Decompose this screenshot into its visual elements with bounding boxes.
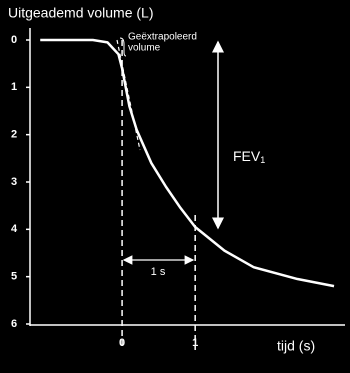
chart-title: Uitgeademd volume (L) [8, 5, 154, 21]
bracket [119, 37, 127, 57]
fev-text: FEV [233, 148, 261, 164]
y-tick-label: 0 [11, 34, 17, 46]
y-tick-label: 2 [11, 129, 17, 141]
annotation: Geëxtrapoleerd [128, 32, 197, 43]
annotation: volume [128, 43, 161, 54]
x-tick-label: 0 [119, 337, 125, 349]
tangent-line [116, 39, 141, 151]
fev-label: FEV1 [233, 148, 265, 166]
fev-sub: 1 [260, 155, 265, 165]
y-tick-label: 3 [11, 176, 17, 188]
y-tick-label: 5 [11, 271, 17, 283]
y-tick-label: 1 [11, 81, 17, 93]
y-tick-label: 6 [11, 318, 17, 330]
y-tick-label: 4 [11, 223, 18, 235]
x-axis-label: tijd (s) [277, 338, 315, 354]
x-tick-label: 1 [192, 337, 198, 349]
curve [40, 38, 335, 288]
interval-label: 1 s [151, 266, 166, 278]
